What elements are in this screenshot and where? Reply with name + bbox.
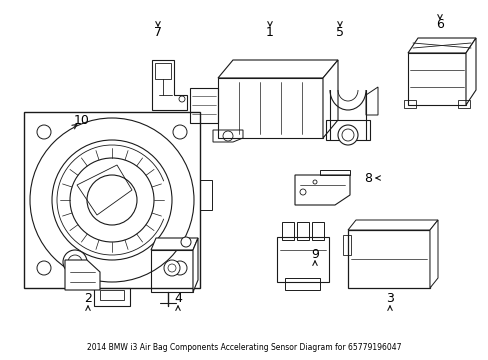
Text: 5: 5: [335, 26, 343, 39]
Polygon shape: [465, 38, 475, 105]
Polygon shape: [323, 60, 337, 138]
Polygon shape: [347, 220, 437, 230]
Text: 3: 3: [385, 292, 393, 305]
Bar: [190, 88, 218, 123]
Bar: [285, 278, 319, 290]
Text: 4: 4: [174, 292, 182, 305]
Bar: [282, 222, 293, 240]
Bar: [342, 235, 350, 255]
Circle shape: [337, 125, 357, 145]
Bar: [403, 100, 415, 108]
Circle shape: [163, 260, 180, 276]
Bar: [347, 230, 429, 288]
Text: 2: 2: [84, 292, 92, 305]
Bar: [296, 222, 308, 240]
Bar: [151, 250, 193, 292]
Bar: [218, 78, 323, 138]
Circle shape: [181, 237, 191, 247]
Text: 8: 8: [363, 171, 371, 184]
Polygon shape: [407, 38, 475, 53]
Text: 7: 7: [154, 26, 162, 39]
Bar: [94, 288, 130, 306]
Text: 10: 10: [74, 113, 90, 126]
Bar: [100, 290, 124, 300]
Circle shape: [63, 250, 87, 274]
Text: 6: 6: [435, 18, 443, 31]
Text: 9: 9: [310, 248, 318, 261]
Bar: [311, 222, 324, 240]
Polygon shape: [151, 238, 198, 250]
Polygon shape: [218, 60, 337, 78]
Bar: [276, 237, 328, 282]
Bar: [24, 112, 200, 288]
Bar: [325, 120, 369, 140]
Text: 1: 1: [265, 26, 273, 39]
Bar: [457, 100, 469, 108]
Polygon shape: [429, 220, 437, 288]
Text: 2014 BMW i3 Air Bag Components Accelerating Sensor Diagram for 65779196047: 2014 BMW i3 Air Bag Components Accelerat…: [87, 343, 401, 352]
Bar: [407, 53, 465, 105]
Polygon shape: [193, 238, 198, 292]
Polygon shape: [65, 260, 100, 290]
Bar: [155, 63, 171, 79]
